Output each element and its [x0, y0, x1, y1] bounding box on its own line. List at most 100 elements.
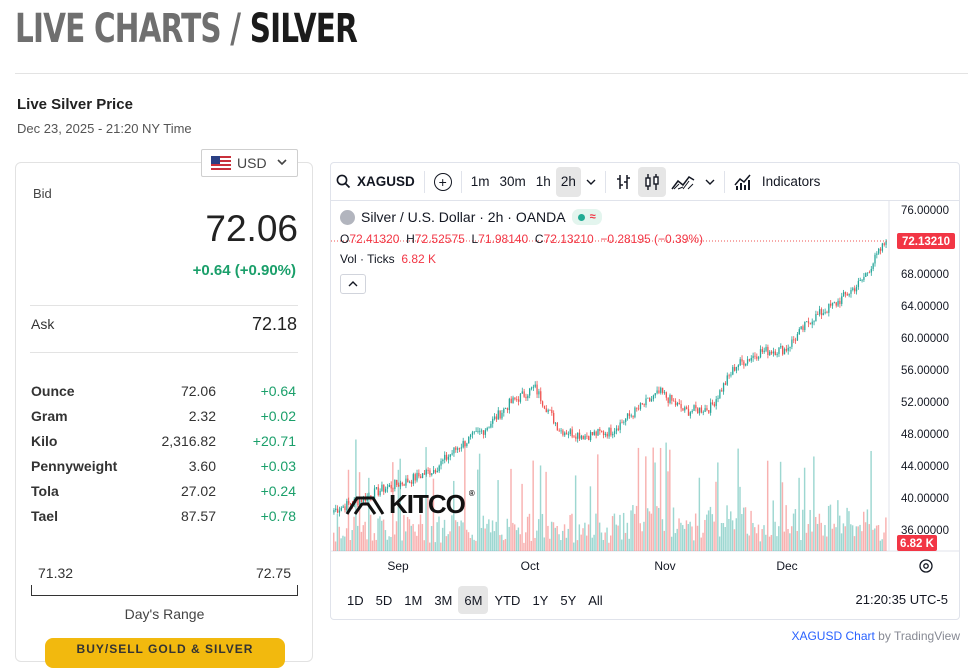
volume-bar	[521, 483, 523, 551]
divider	[30, 305, 298, 306]
range-5y[interactable]: 5Y	[560, 592, 577, 608]
volume-bar	[877, 525, 880, 551]
candle-body	[540, 391, 542, 402]
candle-body	[713, 403, 715, 406]
volume-bar	[661, 519, 664, 551]
candle-body	[652, 395, 655, 400]
candle-body	[414, 474, 416, 481]
volume-bar	[715, 481, 717, 551]
candle-body	[444, 454, 446, 460]
candle-body	[362, 496, 365, 502]
toolbar-divider	[723, 170, 725, 193]
chart-clock[interactable]: 21:20:35 UTC-5	[855, 592, 949, 607]
candle-body	[667, 397, 669, 403]
chart-type-dropdown[interactable]	[700, 167, 720, 197]
volume-bar	[735, 518, 738, 551]
unit-price: 2,316.82	[161, 432, 217, 449]
candle-body	[360, 500, 363, 502]
market-status-badge[interactable]: ≈	[571, 209, 602, 225]
candle-body	[728, 375, 730, 377]
range-all[interactable]: All	[588, 592, 603, 608]
candle-body	[613, 431, 616, 434]
candle-body	[763, 350, 765, 352]
volume-bar	[757, 524, 760, 551]
range-5d[interactable]: 5D	[375, 592, 393, 608]
volume-bar	[837, 500, 839, 551]
candle-body	[848, 293, 850, 296]
interval-30m[interactable]: 30m	[499, 174, 526, 189]
area-style-button[interactable]	[666, 167, 700, 197]
compare-button[interactable]: +	[429, 167, 457, 197]
indicators-button[interactable]: Indicators	[729, 167, 826, 197]
volume-bar	[850, 524, 852, 551]
interval-1h[interactable]: 1h	[535, 174, 551, 189]
volume-bar	[338, 526, 340, 551]
volume-bar	[342, 535, 344, 551]
interval-1m[interactable]: 1m	[470, 174, 490, 189]
candle-body	[698, 407, 701, 414]
candle-body	[538, 391, 540, 395]
candle-body	[828, 303, 830, 313]
divider	[30, 352, 298, 353]
volume-bar	[746, 533, 749, 551]
volume-bar	[779, 461, 782, 551]
interval-dropdown[interactable]	[581, 167, 601, 197]
volume-bar	[862, 511, 865, 551]
volume-bar	[567, 528, 569, 551]
volume-bar	[530, 540, 533, 551]
candle-body	[745, 363, 747, 366]
candle-body	[809, 323, 812, 325]
collapse-legend-button[interactable]	[340, 274, 366, 294]
candle-body	[564, 432, 566, 436]
candle-body	[490, 423, 492, 428]
volume-bar	[384, 530, 387, 551]
volume-bar	[713, 521, 715, 551]
candle-body	[477, 431, 479, 432]
volume-bar	[826, 536, 828, 551]
candle-body	[597, 429, 599, 436]
volume-bar	[645, 456, 647, 551]
interval-2h[interactable]: 2h	[555, 166, 581, 197]
volume-bar	[597, 454, 599, 551]
volume-bar	[658, 507, 660, 551]
candle-body	[464, 440, 466, 447]
price-chart[interactable]: 36.00000 40.00000 44.00000 48.00000 52.00000…	[331, 201, 959, 581]
volume-bar	[405, 531, 407, 551]
volume-bar	[545, 471, 547, 551]
volume-bar	[449, 531, 451, 551]
candle-body	[445, 454, 448, 460]
candles-style-button[interactable]	[637, 166, 666, 197]
symbol-search[interactable]: XAGUSD	[331, 167, 420, 197]
volume-bar	[606, 527, 608, 551]
bid-label: Bid	[33, 186, 52, 201]
buy-sell-button[interactable]: BUY/SELL GOLD & SILVER	[45, 638, 285, 668]
range-1d[interactable]: 1D	[347, 592, 364, 608]
bar-style-button[interactable]	[610, 167, 638, 197]
candle-body	[492, 418, 494, 424]
table-row: Kilo 2,316.82 +20.71	[31, 428, 299, 453]
range-ytd[interactable]: YTD	[494, 592, 521, 608]
range-6m[interactable]: 6M	[458, 586, 489, 614]
candle-body	[802, 326, 804, 331]
range-1m[interactable]: 1M	[404, 592, 423, 608]
tradingview-attribution[interactable]: XAGUSD Chart by TradingView	[791, 629, 960, 643]
range-1y[interactable]: 1Y	[532, 592, 549, 608]
volume-bar	[634, 513, 636, 551]
candle-body	[379, 490, 381, 496]
candle-body	[739, 359, 741, 366]
volume-bar	[464, 441, 466, 551]
range-3m[interactable]: 3M	[434, 592, 453, 608]
candle-body	[854, 288, 856, 292]
candle-body	[881, 243, 884, 251]
chart-toolbar: XAGUSD + 1m 30m 1h 2h Indicators	[331, 163, 959, 201]
candle-body	[571, 429, 573, 437]
currency-select[interactable]: USD	[201, 149, 298, 177]
volume-bar	[706, 514, 708, 551]
candle-body	[405, 478, 407, 486]
candle-body	[460, 447, 462, 449]
volume-bar	[525, 532, 527, 551]
volume-bar	[689, 521, 691, 551]
volume-bar	[351, 530, 353, 551]
volume-bar	[803, 467, 806, 551]
volume-bar	[552, 522, 555, 551]
